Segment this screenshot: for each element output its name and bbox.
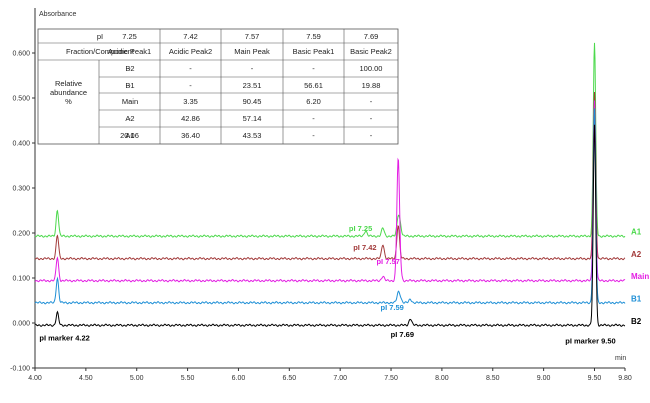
x-tick-label: 4.50 <box>79 375 93 382</box>
x-tick-label: 5.50 <box>181 375 195 382</box>
table-cell: 23.51 <box>243 81 262 90</box>
abundance-table: pI 7.25 7.42 7.57 7.59 7.69 Fraction/Component… <box>37 28 399 145</box>
table-cell: 56.61 <box>304 81 323 90</box>
table-group-label: % <box>65 97 72 106</box>
y-tick-label: 0.100 <box>12 276 30 283</box>
x-tick-label: 9.00 <box>537 375 551 382</box>
peak-annotation: pI 7.69 <box>391 330 414 339</box>
table-component-name: Basic Peak2 <box>350 47 392 56</box>
table-cell: - <box>128 97 131 106</box>
table-cell: 57.14 <box>243 114 262 123</box>
table-cell: - <box>128 114 131 123</box>
table-cell: 42.86 <box>181 114 200 123</box>
traces <box>34 42 626 327</box>
y-tick-label: 0.200 <box>12 231 30 238</box>
trace-label-b2: B2 <box>631 317 642 326</box>
table-cell: - <box>312 114 315 123</box>
x-tick-label: 7.50 <box>384 375 398 382</box>
x-tick-label: 6.50 <box>282 375 296 382</box>
table-row-label: Main <box>122 97 138 106</box>
table-cell: - <box>370 97 373 106</box>
x-axis-title: min <box>615 355 626 362</box>
trace-main <box>34 100 626 283</box>
table-row-label: B2 <box>125 64 134 73</box>
y-tick-label: -0.100 <box>10 366 30 373</box>
table-cell: 6.20 <box>306 97 321 106</box>
trace-a2 <box>34 92 626 261</box>
x-tick-label: 8.50 <box>486 375 500 382</box>
table-cell: - <box>128 64 131 73</box>
table-cell: - <box>312 131 315 140</box>
trace-a1 <box>34 42 626 238</box>
table-pi-value: 7.57 <box>245 32 260 41</box>
x-tick-label: 6.00 <box>232 375 246 382</box>
x-tick-label: 7.00 <box>333 375 347 382</box>
table-pi-value: 7.59 <box>306 32 321 41</box>
table-pi-value: 7.42 <box>183 32 198 41</box>
table-pi-header: pI <box>97 32 103 41</box>
y-axis-ticks: -0.100 0.000 0.100 0.200 0.300 0.400 0.500 0.60… <box>10 51 35 373</box>
trace-label-main: Main <box>631 272 649 281</box>
table-cell: 90.45 <box>243 97 262 106</box>
trace-label-a1: A1 <box>631 228 642 237</box>
peak-annotation: pI 7.42 <box>353 243 376 252</box>
trace-label-a2: A2 <box>631 250 642 259</box>
x-tick-label: 9.80 <box>618 375 632 382</box>
table-cell: - <box>189 81 192 90</box>
trace-labels: A1 A2 Main B1 B2 <box>631 228 649 326</box>
table-component-name: Main Peak <box>234 47 270 56</box>
peak-annotation: pI 7.57 <box>376 257 399 266</box>
y-tick-label: 0.500 <box>12 96 30 103</box>
table-cell: - <box>312 64 315 73</box>
trace-b1 <box>34 108 626 305</box>
table-cell: 36.40 <box>181 131 200 140</box>
table-cell: 43.53 <box>243 131 262 140</box>
table-cell: - <box>370 114 373 123</box>
table-pi-value: 7.69 <box>364 32 379 41</box>
table-row-label: A1 <box>125 131 134 140</box>
peak-annotation: pI 7.25 <box>349 224 372 233</box>
table-cell: 100.00 <box>360 64 383 73</box>
y-axis-title: Absorbance <box>39 11 76 18</box>
table-row-label: A2 <box>125 114 134 123</box>
table-cell: - <box>370 131 373 140</box>
x-tick-label: 8.00 <box>435 375 449 382</box>
table-row-label: B1 <box>125 81 134 90</box>
peak-annotation: pI marker 9.50 <box>565 336 615 345</box>
x-axis-ticks: 4.00 4.50 5.00 5.50 6.00 6.50 7.00 7.50 8.00 8.50… <box>28 368 632 382</box>
x-tick-label: 5.00 <box>130 375 144 382</box>
table-cell: - <box>189 64 192 73</box>
table-border <box>37 28 399 145</box>
table-cell: 19.88 <box>362 81 381 90</box>
table-cell: 20.06 <box>120 131 139 140</box>
y-tick-label: 0.300 <box>12 186 30 193</box>
table-component-name: Basic Peak1 <box>293 47 335 56</box>
peak-annotation: pI 7.59 <box>381 303 404 312</box>
table-pi-value: 7.25 <box>122 32 137 41</box>
peak-annotation: pI marker 4.22 <box>39 333 89 342</box>
trace-label-b1: B1 <box>631 294 642 303</box>
table-group-label: Relative <box>55 79 82 88</box>
table-cell: 3.35 <box>183 97 198 106</box>
y-tick-label: 0.400 <box>12 141 30 148</box>
y-tick-label: 0.000 <box>12 321 30 328</box>
trace-b2 <box>34 124 626 327</box>
table-component-name: Acidic Peak2 <box>169 47 212 56</box>
x-tick-label: 9.50 <box>588 375 602 382</box>
x-tick-label: 4.00 <box>28 375 42 382</box>
table-cell: - <box>128 81 131 90</box>
table-group-label: abundance <box>50 88 87 97</box>
y-tick-label: 0.600 <box>12 51 30 58</box>
table-component-header: Fraction/Component <box>66 47 135 56</box>
table-component-name: Acidic Peak1 <box>108 47 151 56</box>
table-cell: - <box>251 64 254 73</box>
